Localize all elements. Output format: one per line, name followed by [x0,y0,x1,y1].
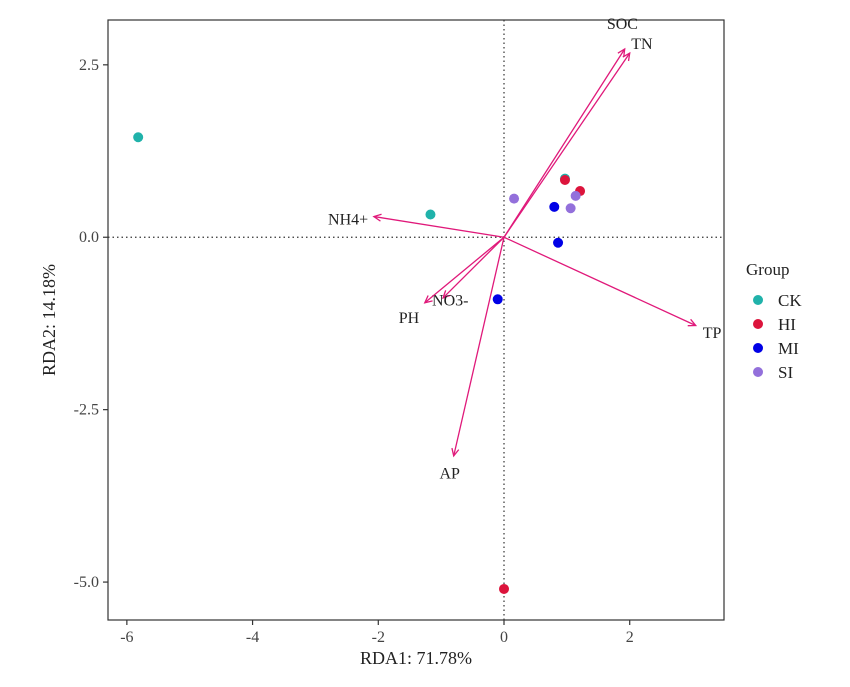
point-ck [425,209,436,220]
y-axis-title: RDA2: 14.18% [39,264,59,376]
y-axis: 2.5 0.0 -2.5 -5.0 [74,57,108,591]
reference-lines [108,20,724,620]
arrow-shaft [453,237,505,457]
point-mi [549,201,560,212]
y-tick-label: -5.0 [74,574,99,591]
arrow-shaft [503,48,626,238]
point-si [509,193,520,204]
point-hi [559,175,570,185]
point-mi [553,237,564,248]
legend-label-mi: MI [778,339,799,358]
arrow-shaft [424,236,505,304]
arrow-head [372,213,382,222]
y-tick-label: 0.0 [79,229,99,246]
point-si [565,203,576,214]
point-si [570,190,581,201]
legend-label-hi: HI [778,315,796,334]
point-mi [492,294,503,305]
arrow-tn: TN [503,36,653,238]
arrow-no3: NO3- [432,236,505,310]
legend-label-si: SI [778,363,793,382]
arrow-shaft [503,52,631,238]
arrow-head [441,290,451,299]
arrow-shaft [503,236,696,327]
arrow-tp: TP [503,236,722,342]
legend-title: Group [746,260,789,279]
arrow-head [622,51,631,62]
x-tick-label: 2 [626,629,634,646]
x-tick-label: 0 [500,629,508,646]
arrow-head [687,318,698,327]
point-ck [133,132,144,143]
arrow-head [451,447,460,458]
arrow-shaft [442,236,505,299]
arrow-soc: SOC [503,16,638,238]
arrow-label: TP [703,325,722,342]
x-axis: -6 -4 -2 0 2 [120,620,634,646]
y-tick-label: 2.5 [79,57,99,74]
arrow-label: NH4+ [328,212,368,229]
environmental-arrows: SOC TN NH4+ NO3- PH TP AP [328,16,721,483]
arrow-label: SOC [607,16,638,33]
legend-key-si [753,367,763,377]
arrow-label: NO3- [432,293,468,310]
arrow-label: TN [631,36,653,53]
legend-label-ck: CK [778,291,802,310]
arrow-label: AP [439,465,460,482]
arrow-nh4: NH4+ [328,212,505,238]
legend: Group CK HI MI SI [746,260,802,382]
arrow-head [423,295,433,304]
legend-key-hi [753,319,763,329]
plot-panel [107,19,725,621]
x-tick-label: -4 [246,629,259,646]
arrow-ap: AP [439,237,505,482]
point-hi [499,583,509,594]
x-tick-label: -2 [372,629,385,646]
arrow-shaft [373,215,505,238]
arrow-ph: PH [399,236,505,327]
x-tick-label: -6 [120,629,133,646]
arrow-head [617,47,626,57]
x-axis-title: RDA1: 71.78% [360,648,472,668]
y-tick-label: -2.5 [74,402,99,419]
legend-key-mi [753,343,763,353]
sample-points [133,132,586,594]
legend-key-ck [753,295,763,305]
arrow-label: PH [399,310,420,327]
